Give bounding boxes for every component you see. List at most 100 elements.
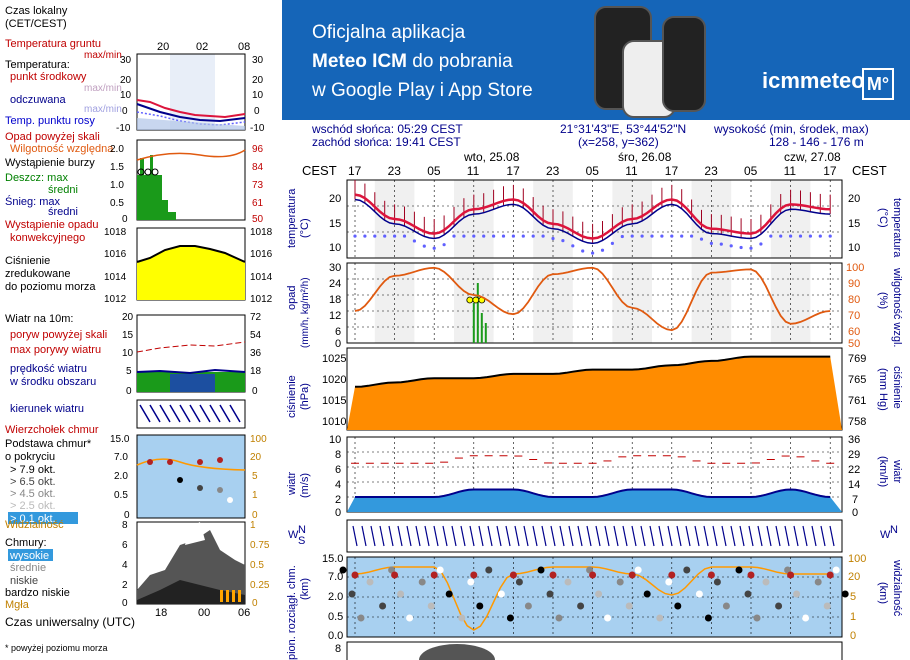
temp-tick-1: 15 [329,218,341,230]
cloud-top-dot [826,571,834,579]
legend-tick-temp-r-4: -10 [250,123,265,134]
cest-label-right: CEST [852,163,887,178]
wind-arrow [406,525,412,547]
precip-axis-label: opad [286,286,298,310]
altitude-label: wysokość (min, środek, max) [714,122,869,136]
cloud-base-dot [704,614,712,622]
legend-tick-cloud-4: 0 [124,510,130,521]
legend-gusts-above: poryw powyżej skali [10,329,107,341]
legend-visibility: Widzialność [5,519,64,531]
dew-point-dot [600,248,605,252]
visibility-line [354,566,831,631]
legend-tick-precip-r-3: 61 [252,198,264,209]
legend-cloud-base-2: o pokryciu [5,451,55,463]
legend-tick-precip-r-0: 96 [252,144,264,155]
humidity-tick-5: 50 [848,338,860,350]
cloud-base-dot [753,614,761,622]
legend-wind-10m: Wiatr na 10m: [5,313,73,325]
legend-cov-65: > 6.5 okt. [10,476,56,488]
legend-utc-tick-0: 18 [155,607,167,619]
legend-cloudcover-chart [136,521,246,605]
dew-point-dot [462,234,466,238]
cloud-base-dot [735,566,743,574]
wind-arrow [424,525,430,547]
cloud-base-dot [832,566,840,574]
dew-point-dot [363,234,367,238]
cloud-base-dot [823,602,831,610]
press-tick-r-1: 765 [848,374,866,386]
legend-ground-maxmin: max/min [84,50,122,61]
dew-point-dot [521,234,525,238]
legend-tick-precip-4: 0 [122,214,128,225]
precip-tick-0: 30 [329,262,341,274]
pressure-panel: 1025 1020 1015 1010 769 765 761 758 ciśn… [286,347,903,431]
cloud-base-dot [497,590,505,598]
wind-arrow [379,525,385,547]
temp-axis-label-r: temperatura [891,198,903,258]
legend-tick-cloud-r-1: 20 [250,452,262,463]
wind-arrow [415,525,421,547]
legend-snow-max: Śnieg: max [5,195,61,208]
wind-axis-unit-r: (km/h) [877,456,889,487]
dew-point-dot [482,234,486,238]
precip-bars [466,283,487,343]
dew-point-dot [769,234,773,238]
legend-cloud-base-1: Podstawa chmur* [5,438,92,450]
winddir-n-r: N [890,524,898,536]
press-tick-2: 1015 [322,395,346,407]
legend-rain-max: Deszcz: max [5,172,68,184]
dew-point-dot [798,234,803,238]
cloudcover-tick-0: 8 [335,643,341,655]
hour-tick-label: 17 [348,164,362,178]
wind-arrow [712,525,718,547]
wind-arrow [478,525,484,547]
humidity-tick-0: 100 [846,262,864,274]
legend-snow-mid: średni [48,206,78,218]
wind-arrow [397,525,403,547]
dew-point-dot [719,242,723,246]
legend-tick-temp-r-3: 0 [254,106,260,117]
legend-tick-temp-r-1: 20 [252,75,264,86]
wind-arrow [757,525,763,547]
legend-tick-temp-2: 10 [120,90,132,101]
wind-tick-r-2: 22 [848,464,860,476]
legend-tick-wind-3: 5 [126,366,132,377]
legend-mid: średnie [10,562,46,574]
legend-tick-cloud-r-0: 100 [250,434,267,445]
cloud-base-dot [625,602,633,610]
wind-arrow [442,525,448,547]
dew-point-dot [818,234,822,238]
press-axis-label: ciśnienie [286,375,298,418]
legend-convective-1: Wystąpienie opadu [5,219,98,231]
legend-tick-precip-0: 2.0 [110,144,124,155]
dew-point-dot [373,234,377,238]
legend-tick-press-r-0: 1018 [250,227,273,238]
wind-arrow [703,525,709,547]
legend-tick-press-r-1: 1016 [250,249,273,260]
wind-arrow [433,525,439,547]
sunset: zachód słońca: 19:41 CEST [312,135,461,149]
wind-arrow [586,525,592,547]
legend-very-low: bardzo niskie [5,587,70,599]
cloud-base-dot [546,590,554,598]
icmmeteo-logo: icmmeteo [762,68,865,93]
cloud-top-dot [747,571,755,579]
humidity-tick-3: 70 [848,310,860,322]
cloud-base-dot [555,614,563,622]
hour-tick-label: 05 [586,164,600,178]
pressure-line [354,355,831,388]
sunrise: wschód słońca: 05:29 CEST [312,122,463,136]
legend-temp-chart [136,53,246,131]
hour-tick-label: 11 [625,164,638,178]
wind-tick-0: 10 [329,434,341,446]
cloud-base-dot [458,614,466,622]
banner-line3: w Google Play i App Store [312,80,533,101]
app-banner[interactable]: Oficjalna aplikacja Meteo ICM do pobrani… [282,0,910,120]
legend-tick-wind-r-0: 72 [250,312,262,323]
wind-arrow [514,525,520,547]
vis-tick-1: 20 [848,571,860,583]
humidity-axis-label: wilgotność wzgl. [891,267,903,347]
cloud-base-dot [406,614,414,622]
wind-arrow [361,525,367,547]
legend-tick-vis-r-1: 0.75 [250,540,270,551]
